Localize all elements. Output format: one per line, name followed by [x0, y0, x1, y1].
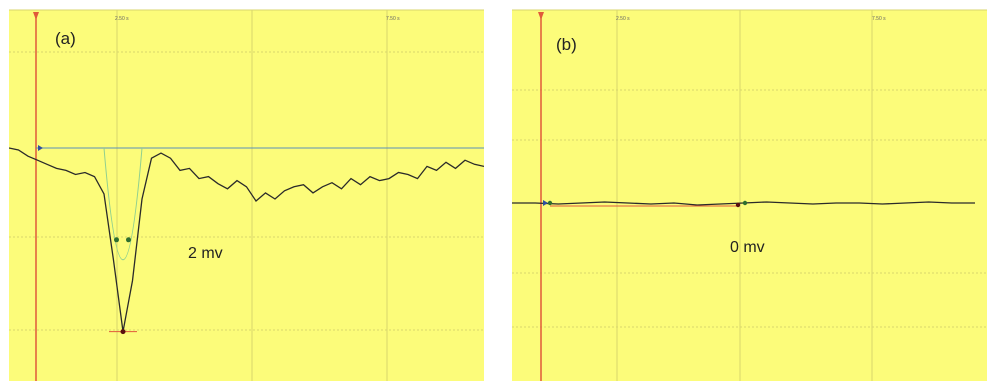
- panel-b-label: (b): [556, 35, 577, 54]
- plot-background: [512, 0, 987, 381]
- plot-background: [9, 0, 484, 381]
- chart-a-canvas: [9, 0, 484, 381]
- panel-b: (b) 0 mv 2.50 s 7.50 s: [512, 0, 987, 381]
- time-cursor-marker-icon: [538, 12, 544, 20]
- half-width-marker-left: [114, 237, 119, 243]
- baseline-anchor-icon: [38, 145, 43, 151]
- panel-a-label: (a): [55, 29, 76, 48]
- baseline-anchor-icon: [543, 200, 548, 206]
- peak-fit-curve: [103, 147, 143, 261]
- top-ruler-band: [512, 0, 987, 10]
- panel-b-tick-label-1: 2.50 s: [616, 16, 630, 22]
- panel-b-amplitude-label: 0 mv: [730, 239, 765, 256]
- offset-marker: [742, 200, 748, 206]
- panel-a-amplitude-label: 2 mv: [188, 245, 223, 262]
- chart-b-canvas: [512, 0, 987, 381]
- panel-a: (a) 2 mv 2.50 s 7.50 s: [9, 0, 484, 381]
- signal-trace: [9, 147, 484, 332]
- peak-marker: [120, 329, 126, 335]
- top-ruler-band: [9, 0, 484, 10]
- time-cursor-marker-icon: [33, 12, 39, 20]
- panel-a-tick-label-1: 2.50 s: [115, 16, 129, 22]
- panel-b-tick-label-2: 7.50 s: [872, 16, 886, 22]
- panel-a-tick-label-2: 7.50 s: [386, 16, 400, 22]
- onset-marker: [547, 200, 553, 206]
- peak-marker: [735, 202, 741, 208]
- half-width-marker-right: [126, 237, 131, 243]
